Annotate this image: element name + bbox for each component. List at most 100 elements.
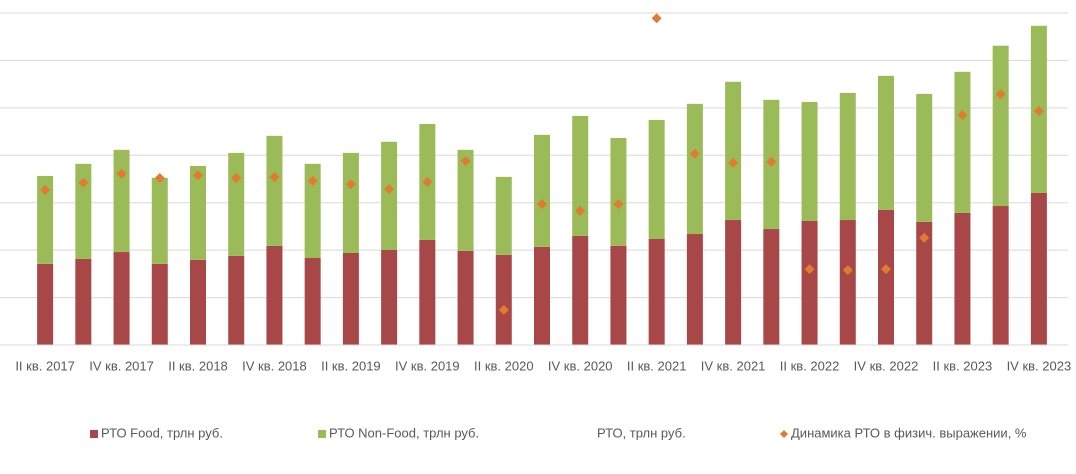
marker bbox=[689, 148, 700, 159]
legend-swatch bbox=[318, 430, 326, 438]
bar-segment bbox=[419, 239, 436, 345]
marker bbox=[766, 156, 777, 167]
marker bbox=[728, 157, 739, 168]
marker bbox=[422, 176, 433, 187]
bar-segment bbox=[342, 252, 359, 345]
bar-segment bbox=[457, 250, 474, 345]
marker bbox=[345, 179, 356, 190]
bar-segment bbox=[648, 238, 665, 345]
marker bbox=[498, 304, 509, 315]
bar-segment bbox=[495, 176, 512, 255]
bar-segment bbox=[151, 177, 168, 264]
x-tick-label: II кв. 2020 bbox=[474, 358, 534, 373]
bar-segment bbox=[75, 163, 92, 259]
bar-segment bbox=[916, 221, 933, 345]
bar-segment bbox=[228, 152, 245, 256]
bar-segment bbox=[839, 92, 856, 221]
marker bbox=[537, 199, 547, 210]
marker bbox=[78, 177, 89, 188]
x-tick-label: IV кв. 2023 bbox=[1007, 358, 1072, 373]
bar-segment bbox=[495, 254, 512, 345]
marker bbox=[269, 172, 280, 183]
bar-segment bbox=[75, 258, 92, 345]
marker bbox=[116, 168, 127, 179]
bar-segment bbox=[686, 234, 703, 345]
marker bbox=[384, 183, 395, 194]
legend-label: РТО Non-Food, трлн руб. bbox=[329, 425, 479, 440]
bar-segment bbox=[916, 93, 933, 222]
marker bbox=[193, 170, 203, 181]
bar-segment bbox=[992, 45, 1009, 207]
bar-segment bbox=[304, 257, 321, 345]
marker bbox=[460, 155, 471, 166]
bar-segment bbox=[954, 212, 971, 345]
x-tick-label: II кв. 2023 bbox=[933, 358, 993, 373]
x-tick-label: IV кв. 2022 bbox=[854, 358, 919, 373]
bar-segment bbox=[725, 81, 742, 221]
bar-segment bbox=[228, 255, 245, 345]
bar-segment bbox=[610, 137, 627, 246]
bar-segment bbox=[190, 259, 206, 345]
bar-segment bbox=[534, 134, 550, 247]
legend-label: РТО, трлн руб. bbox=[597, 425, 686, 440]
x-tick-label: II кв. 2017 bbox=[15, 358, 75, 373]
marker bbox=[154, 173, 165, 184]
marker bbox=[307, 175, 318, 186]
x-tick-label: IV кв. 2021 bbox=[701, 358, 766, 373]
bar-segment bbox=[190, 165, 206, 260]
bar-segment bbox=[534, 246, 550, 345]
bar-segment bbox=[37, 175, 54, 264]
bar-segment bbox=[572, 115, 589, 236]
bar-segment bbox=[1030, 192, 1047, 345]
bar-segment bbox=[381, 249, 398, 345]
bar-segment bbox=[725, 220, 742, 345]
x-tick-label: IV кв. 2019 bbox=[395, 358, 460, 373]
bar-segment bbox=[839, 220, 856, 345]
bar-segment bbox=[686, 103, 703, 235]
marker bbox=[613, 199, 624, 210]
legend-marker bbox=[780, 430, 788, 438]
bar-segment bbox=[572, 235, 589, 345]
marker bbox=[1033, 106, 1044, 117]
bar-segment bbox=[266, 245, 283, 345]
marker bbox=[919, 232, 930, 243]
marker bbox=[995, 89, 1006, 100]
marker bbox=[804, 264, 815, 275]
marker bbox=[651, 13, 662, 24]
x-tick-label: II кв. 2022 bbox=[780, 358, 840, 373]
marker bbox=[881, 264, 891, 275]
bar-segment bbox=[763, 229, 780, 345]
bar-segment bbox=[381, 141, 398, 250]
bar-segment bbox=[113, 149, 130, 253]
bar-segment bbox=[801, 220, 818, 345]
bar-segment bbox=[266, 135, 283, 246]
bar-segment bbox=[878, 75, 894, 210]
bar-segment bbox=[37, 263, 54, 345]
marker bbox=[842, 265, 853, 276]
bar-segment bbox=[954, 71, 971, 213]
bar-segment bbox=[610, 245, 627, 345]
x-tick-label: II кв. 2021 bbox=[627, 358, 687, 373]
x-tick-label: II кв. 2018 bbox=[168, 358, 228, 373]
bar-segment bbox=[801, 101, 818, 221]
marker bbox=[957, 109, 968, 120]
x-tick-label: IV кв. 2020 bbox=[548, 358, 613, 373]
marker bbox=[575, 205, 586, 216]
x-tick-label: IV кв. 2018 bbox=[242, 358, 307, 373]
bar-segment bbox=[304, 163, 321, 258]
bar-segment bbox=[878, 209, 894, 345]
bar-segment bbox=[113, 252, 130, 345]
marker bbox=[40, 184, 51, 195]
x-tick-label: II кв. 2019 bbox=[321, 358, 381, 373]
bar-segment bbox=[457, 149, 474, 251]
bar-segment bbox=[648, 119, 665, 239]
bar-segment bbox=[992, 206, 1009, 345]
bar-segment bbox=[151, 263, 168, 345]
legend-label: Динамика РТО в физич. выражении, % bbox=[791, 425, 1027, 440]
x-tick-label: IV кв. 2017 bbox=[89, 358, 154, 373]
legend-swatch bbox=[90, 430, 98, 438]
legend-label: РТО Food, трлн руб. bbox=[101, 425, 223, 440]
bar-segment bbox=[342, 152, 359, 253]
marker bbox=[231, 173, 242, 184]
